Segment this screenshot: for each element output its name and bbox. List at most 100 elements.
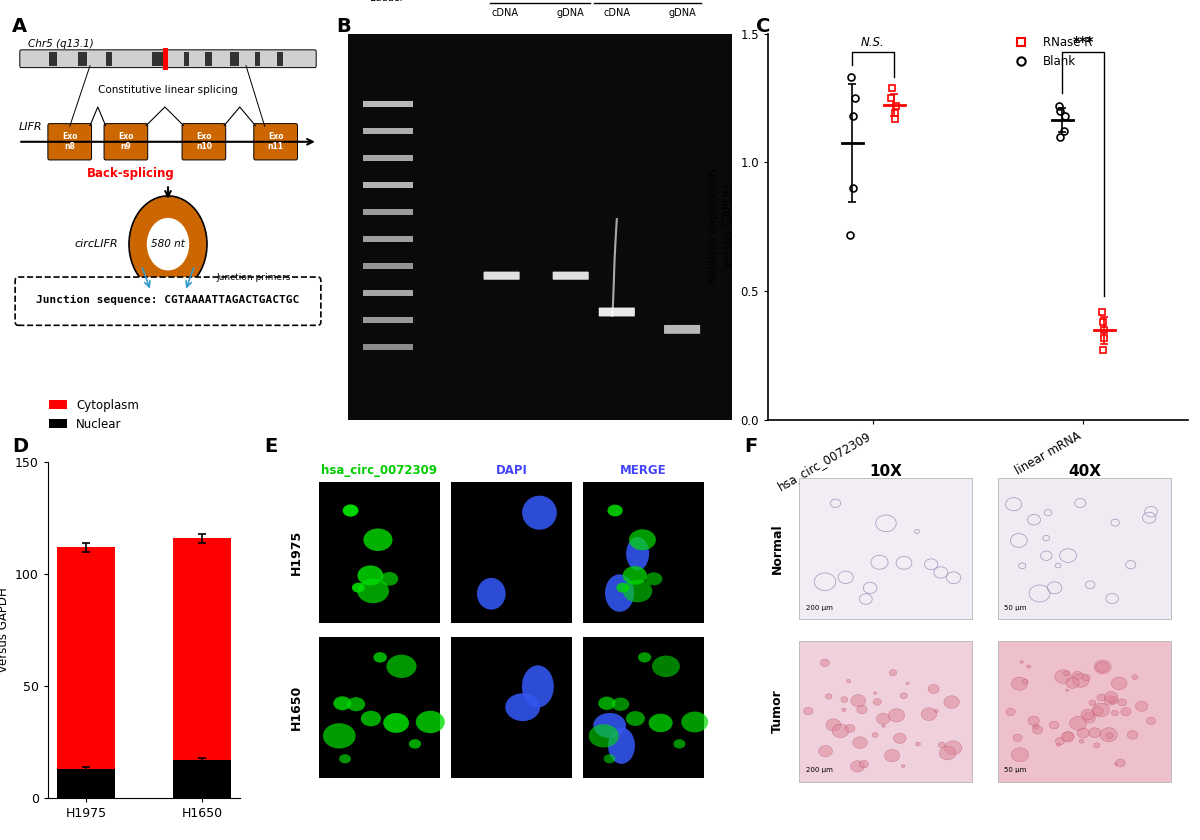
Circle shape: [1127, 731, 1138, 739]
Circle shape: [626, 711, 644, 726]
Text: cDNA: cDNA: [604, 8, 630, 18]
FancyBboxPatch shape: [104, 123, 148, 160]
Text: Tumor: Tumor: [772, 690, 784, 733]
Circle shape: [884, 749, 900, 762]
Circle shape: [623, 580, 653, 602]
Circle shape: [1055, 669, 1072, 683]
Bar: [184, 52, 190, 66]
Text: 580 nt: 580 nt: [151, 239, 185, 249]
Circle shape: [851, 761, 864, 772]
Text: D: D: [12, 437, 28, 456]
Ellipse shape: [522, 665, 554, 707]
Circle shape: [1022, 680, 1028, 684]
Bar: [56, 547, 115, 771]
Circle shape: [373, 652, 386, 663]
Circle shape: [1092, 703, 1109, 717]
FancyBboxPatch shape: [484, 271, 520, 280]
Circle shape: [894, 733, 906, 743]
Circle shape: [380, 572, 398, 585]
Text: Exo
n8: Exo n8: [62, 132, 78, 151]
Text: circLIFR: circLIFR: [74, 239, 118, 249]
Bar: [277, 52, 283, 66]
Circle shape: [1073, 674, 1090, 687]
Circle shape: [1082, 712, 1096, 723]
Bar: [799, 478, 972, 619]
FancyBboxPatch shape: [553, 271, 589, 280]
Bar: [451, 482, 571, 623]
Circle shape: [1033, 724, 1039, 729]
Bar: [56, 769, 115, 798]
FancyBboxPatch shape: [599, 307, 635, 317]
Circle shape: [1081, 709, 1094, 720]
Text: DNA
Ladder: DNA Ladder: [370, 0, 403, 3]
Circle shape: [673, 739, 685, 748]
Circle shape: [1135, 701, 1148, 711]
Circle shape: [1032, 726, 1043, 734]
Text: E: E: [264, 437, 277, 456]
Text: LIFR: LIFR: [18, 122, 42, 132]
Circle shape: [928, 685, 940, 694]
Circle shape: [1097, 694, 1105, 701]
Circle shape: [1082, 675, 1091, 681]
Legend: Cytoplasm, Nuclear: Cytoplasm, Nuclear: [44, 394, 144, 435]
Bar: [78, 52, 86, 66]
Bar: [998, 478, 1171, 619]
Circle shape: [323, 723, 355, 748]
Bar: [173, 538, 232, 762]
Text: H1975: H1975: [289, 530, 302, 575]
Bar: [364, 290, 413, 296]
Bar: [230, 52, 239, 66]
Circle shape: [1062, 732, 1074, 742]
Circle shape: [857, 706, 868, 714]
Ellipse shape: [505, 693, 540, 721]
Text: 40X: 40X: [1068, 465, 1100, 479]
Bar: [49, 52, 58, 66]
Bar: [364, 209, 413, 215]
Text: 10X: 10X: [869, 465, 902, 479]
Circle shape: [888, 709, 905, 722]
Circle shape: [1088, 727, 1100, 738]
Ellipse shape: [626, 537, 649, 570]
Bar: [106, 52, 112, 66]
Circle shape: [347, 697, 365, 711]
FancyBboxPatch shape: [16, 277, 320, 325]
Ellipse shape: [605, 575, 634, 612]
Circle shape: [607, 505, 623, 517]
Text: hsa_circ_0072309: hsa_circ_0072309: [322, 465, 437, 477]
Circle shape: [1096, 662, 1109, 672]
Circle shape: [804, 707, 812, 715]
Text: H1650: H1650: [289, 685, 302, 730]
Circle shape: [1066, 690, 1069, 691]
Circle shape: [1092, 706, 1103, 716]
Text: 50 μm: 50 μm: [1004, 767, 1027, 773]
Circle shape: [859, 760, 869, 768]
Circle shape: [1121, 707, 1130, 716]
Y-axis label: Relative expression
versus GAPDH: Relative expression versus GAPDH: [707, 169, 734, 285]
Text: DAPI: DAPI: [496, 465, 527, 477]
Text: Exo
n9: Exo n9: [118, 132, 133, 151]
Bar: [364, 344, 413, 350]
Text: Junction primers: Junction primers: [216, 272, 290, 281]
Circle shape: [416, 711, 445, 733]
Circle shape: [1073, 671, 1082, 680]
Circle shape: [386, 654, 416, 678]
Circle shape: [652, 655, 680, 677]
Text: C: C: [756, 17, 770, 36]
Circle shape: [1063, 670, 1069, 675]
Circle shape: [1006, 708, 1015, 716]
Circle shape: [1012, 677, 1027, 690]
Text: gDNA: gDNA: [557, 8, 584, 18]
Text: 200 μm: 200 μm: [805, 767, 833, 773]
Text: Normal: Normal: [772, 523, 784, 575]
Circle shape: [604, 754, 616, 764]
Bar: [364, 101, 413, 107]
Circle shape: [1100, 727, 1117, 742]
Circle shape: [646, 572, 662, 585]
Circle shape: [916, 742, 920, 746]
Bar: [173, 760, 232, 798]
Circle shape: [1069, 717, 1087, 730]
Text: Exo
n11: Exo n11: [268, 132, 283, 151]
Circle shape: [901, 764, 905, 768]
Circle shape: [358, 579, 389, 603]
Circle shape: [629, 529, 656, 550]
